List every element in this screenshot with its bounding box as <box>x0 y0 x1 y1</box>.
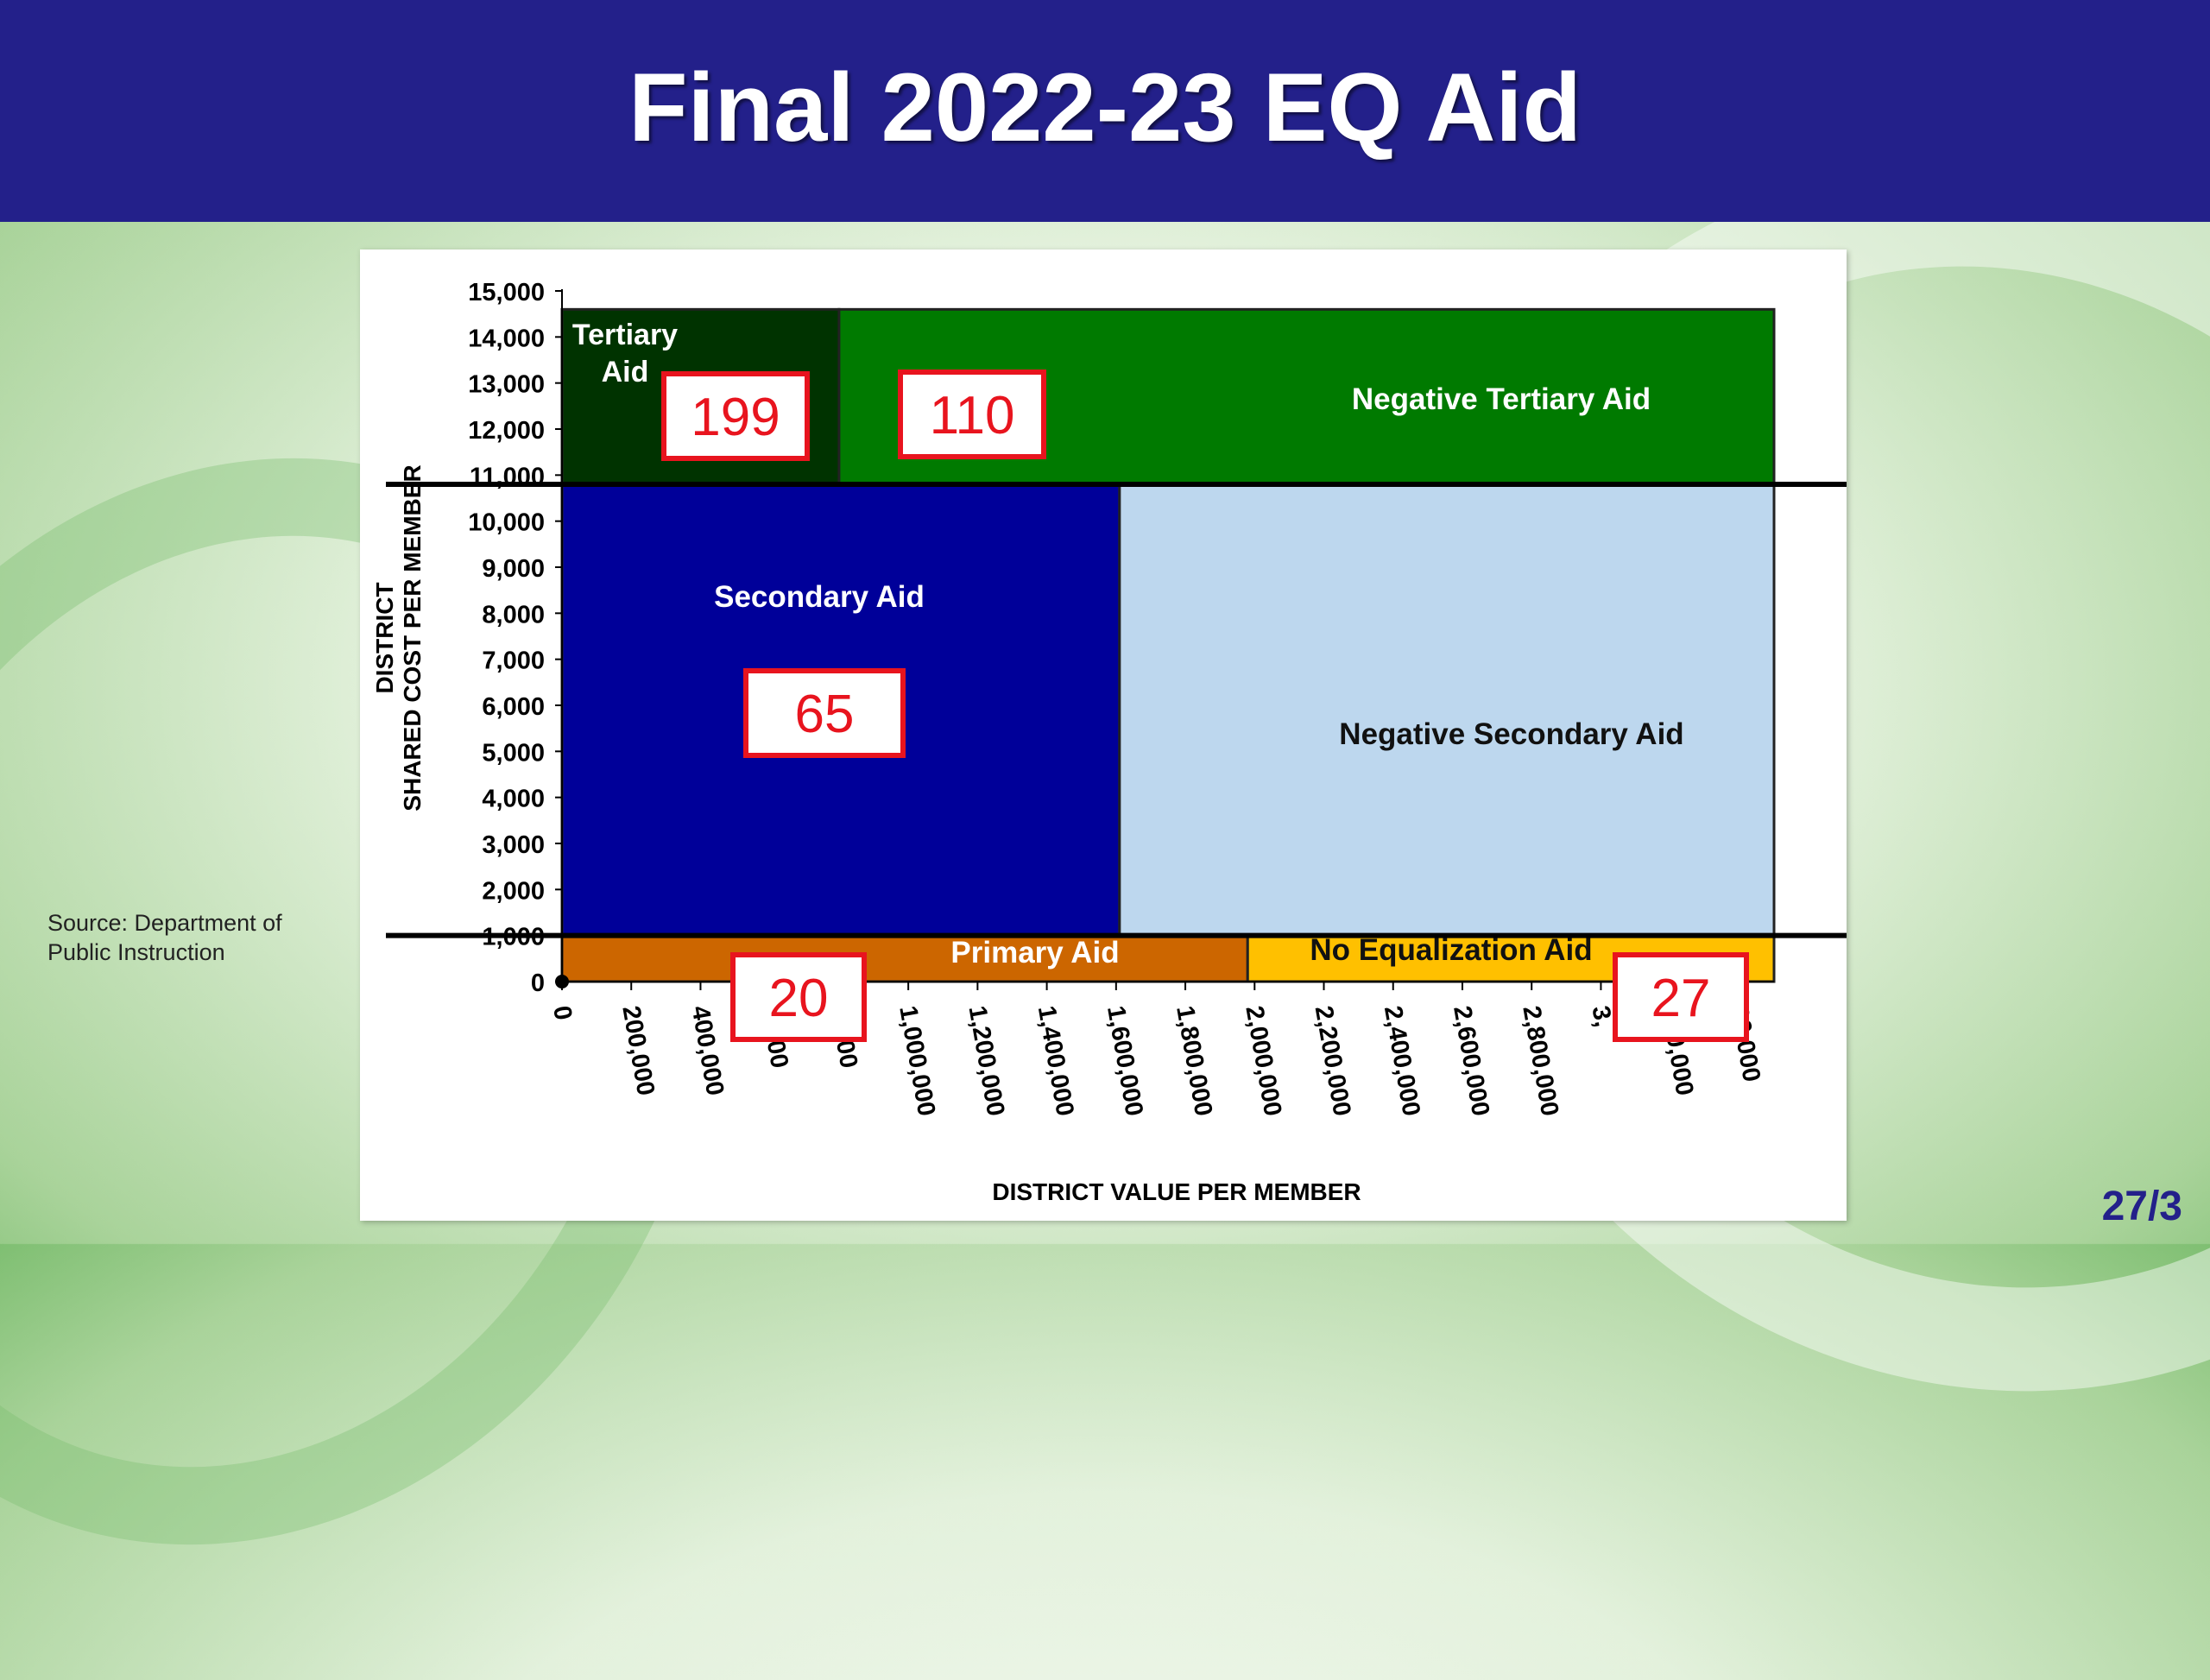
x-tick-label: 2,400,000 <box>1379 1004 1425 1119</box>
region-label-tertiary-aid-line1: Tertiary <box>572 319 678 351</box>
y-axis-title: DISTRICT SHARED COST PER MEMBER <box>371 464 426 811</box>
count-box-secondary-aid <box>743 668 906 758</box>
count-label-primary-aid: 20 <box>769 969 829 1028</box>
count-label-tertiary-aid: 199 <box>691 388 780 447</box>
region-label-tertiary-aid-line2: Aid <box>602 356 649 388</box>
y-tick-label: 13,000 <box>468 371 545 399</box>
region-label-primary-aid: Primary Aid <box>950 936 1119 969</box>
y-tick-label: 5,000 <box>482 739 545 767</box>
region-negative-secondary-aid <box>1118 483 1776 938</box>
region-primary-aid <box>560 934 1249 983</box>
slide-title: Final 2022-23 EQ Aid <box>628 54 1582 161</box>
count-box-no-equalization-aid <box>1613 952 1749 1042</box>
x-tick-label: 2,000,000 <box>1240 1004 1286 1119</box>
x-tick-label: 1,000,000 <box>893 1004 940 1119</box>
region-label-negative-tertiary-aid: Negative Tertiary Aid <box>1352 382 1651 416</box>
x-tick-label: 200,000 <box>616 1004 660 1098</box>
y-tick-label: 2,000 <box>482 877 545 905</box>
y-tick-label: 0 <box>531 969 545 997</box>
y-tick-label: 9,000 <box>482 555 545 583</box>
count-box-negative-tertiary-aid <box>898 369 1046 459</box>
count-label-secondary-aid: 65 <box>795 685 855 744</box>
y-tick-label: 6,000 <box>482 693 545 721</box>
x-tick-label: 0 <box>547 1004 577 1022</box>
x-tick-label: 1,400,000 <box>1032 1004 1079 1119</box>
y-tick-label: 12,000 <box>468 417 545 445</box>
x-tick-label: 2,800,000 <box>1517 1004 1563 1119</box>
chart-panel: 01,0002,0003,0004,0005,0006,0007,0008,00… <box>360 249 1847 1221</box>
y-tick-label: 14,000 <box>468 325 545 352</box>
page-number: 27/3 <box>2101 1184 2182 1229</box>
eq-aid-chart: 01,0002,0003,0004,0005,0006,0007,0008,00… <box>371 279 1847 1205</box>
x-tick-label: 2,600,000 <box>1448 1004 1494 1119</box>
count-label-no-equalization-aid: 27 <box>1651 969 1711 1028</box>
region-label-secondary-aid: Secondary Aid <box>714 580 925 614</box>
y-tick-label: 8,000 <box>482 601 545 628</box>
count-label-negative-tertiary-aid: 110 <box>930 386 1015 445</box>
y-tick-label: 15,000 <box>468 279 545 306</box>
x-tick-label: 2,200,000 <box>1310 1004 1356 1119</box>
y-tick-label: 4,000 <box>482 786 545 813</box>
count-box-primary-aid <box>730 952 867 1042</box>
region-label-no-equalization-aid: No Equalization Aid <box>1310 933 1592 967</box>
x-tick-label: 3, <box>1587 1004 1618 1029</box>
x-tick-label: 1,600,000 <box>1102 1004 1148 1119</box>
x-axis-title: DISTRICT VALUE PER MEMBER <box>992 1178 1361 1205</box>
title-banner: Final 2022-23 EQ Aid <box>0 0 2210 222</box>
x-tick-label: 1,800,000 <box>1171 1004 1217 1119</box>
y-tick-label: 10,000 <box>468 509 545 537</box>
y-tick-label: 3,000 <box>482 831 545 859</box>
y-tick-label: 7,000 <box>482 647 545 675</box>
source-note: Source: Department of Public Instruction <box>47 910 282 965</box>
y-axis-title-line: DISTRICT <box>371 582 398 693</box>
region-label-negative-secondary-aid: Negative Secondary Aid <box>1339 717 1683 751</box>
y-axis-title-line: SHARED COST PER MEMBER <box>399 464 426 811</box>
x-tick-label: 1,200,000 <box>963 1004 1009 1119</box>
count-box-tertiary-aid <box>661 371 810 461</box>
x-tick-label: 400,000 <box>686 1004 729 1098</box>
